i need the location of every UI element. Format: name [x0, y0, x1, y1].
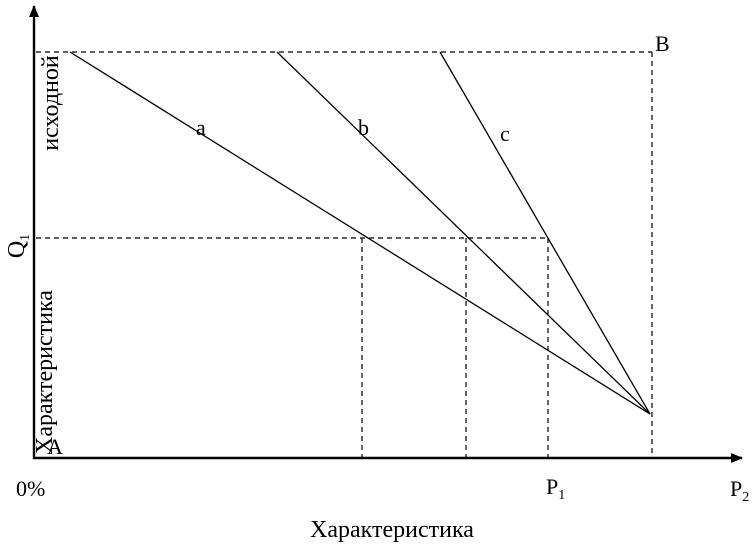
- y-axis-label-top: исходной: [38, 55, 64, 151]
- point-b-label: B: [655, 31, 670, 56]
- line-c: [439, 51, 651, 415]
- q1-label: Q1: [4, 234, 33, 258]
- line-a-label: a: [196, 115, 206, 140]
- q1-main: Q: [4, 241, 30, 258]
- p2-sub: 2: [742, 490, 749, 505]
- p1-sub: 1: [558, 488, 565, 503]
- line-c-label: c: [500, 121, 510, 146]
- p2-label: P2: [730, 476, 749, 505]
- p1-label: P1: [546, 474, 565, 503]
- line-b-label: b: [358, 115, 369, 140]
- y-axis-label-bottom: Характеристика: [32, 290, 58, 454]
- origin-point-label: A: [47, 434, 63, 459]
- line-a: [69, 51, 651, 415]
- line-b: [276, 51, 651, 415]
- origin-label: 0%: [16, 476, 45, 501]
- p1-main: P: [546, 474, 558, 499]
- p2-main: P: [730, 476, 742, 501]
- x-axis-label: Характеристика: [310, 517, 474, 543]
- q1-sub: 1: [18, 234, 33, 241]
